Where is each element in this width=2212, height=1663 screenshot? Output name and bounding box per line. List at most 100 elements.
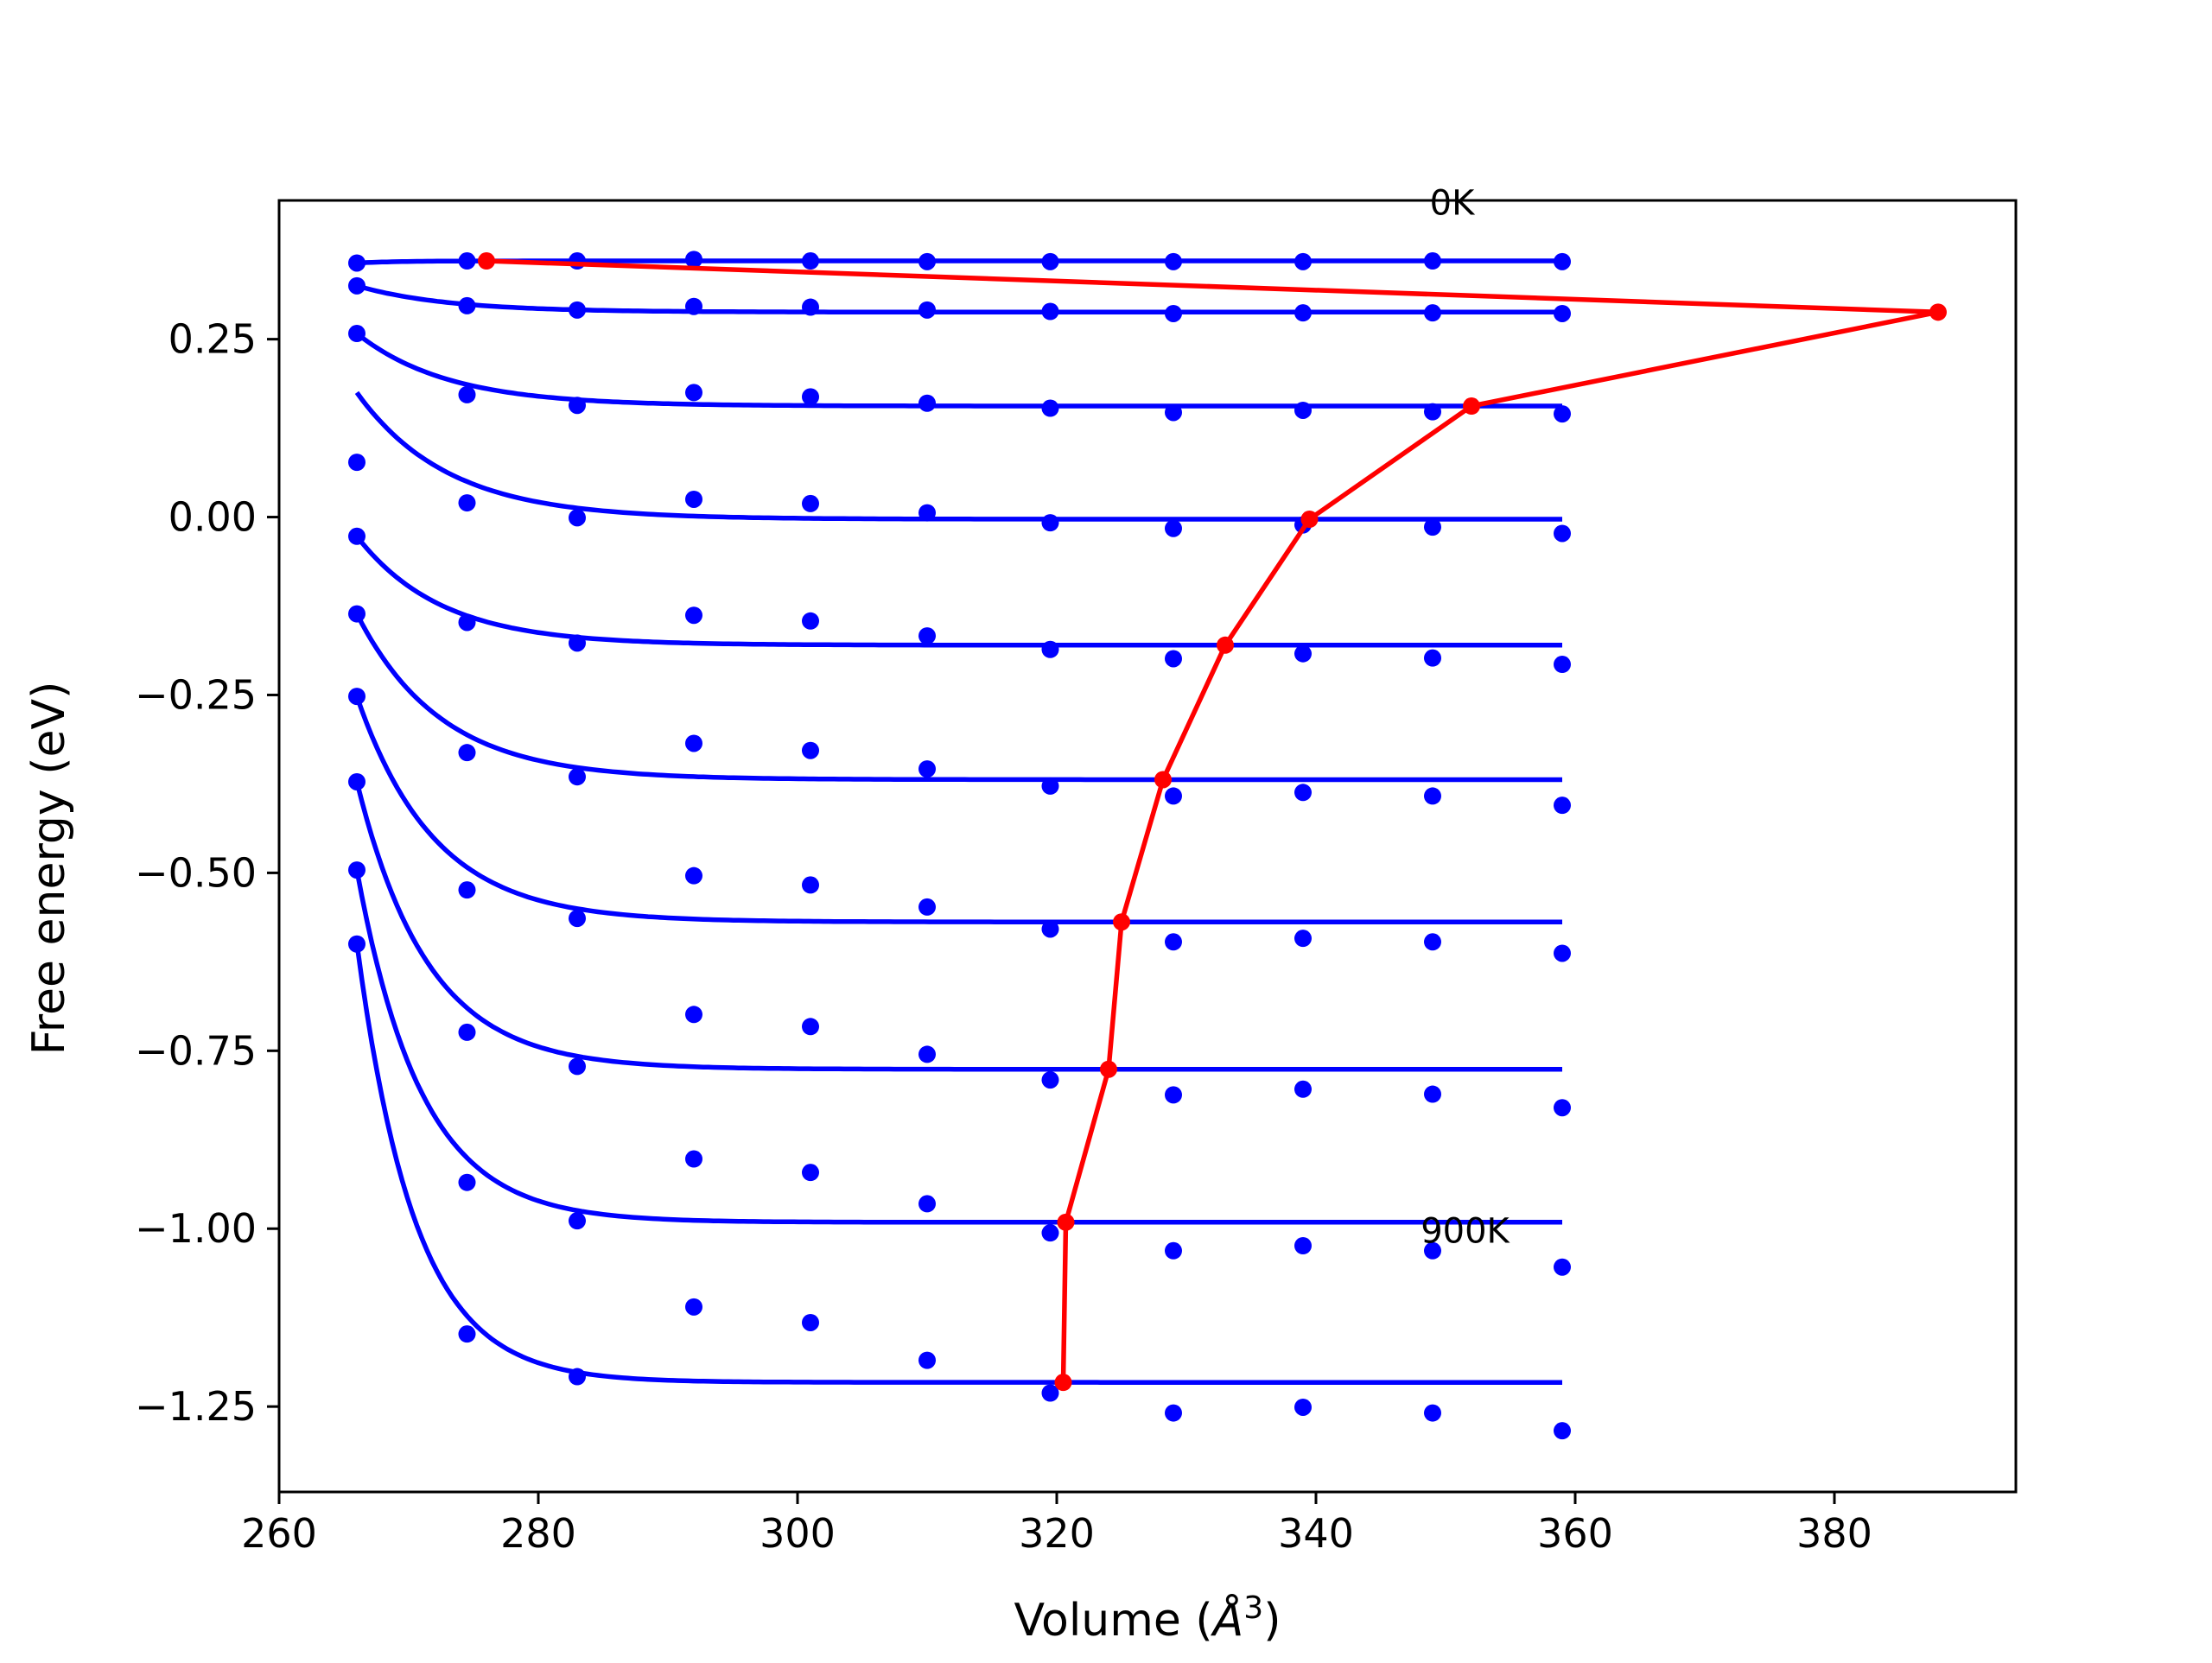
data-point-4-8: [1294, 644, 1312, 663]
data-point-1-7: [1165, 304, 1182, 322]
x-tick-label-4: 340: [1278, 1510, 1354, 1557]
data-point-5-5: [918, 760, 936, 778]
fit-curve-5: [354, 613, 1562, 783]
data-point-4-9: [1424, 649, 1441, 667]
equilibrium-point-7: [1100, 1060, 1117, 1078]
data-point-6-6: [1041, 920, 1059, 938]
annotation-0: 0K: [1430, 183, 1476, 223]
data-point-1-6: [1041, 302, 1059, 321]
data-point-3-4: [802, 494, 819, 512]
plot-frame: [277, 199, 2018, 1494]
data-point-6-2: [569, 910, 586, 928]
fit-curve-8: [354, 869, 1562, 1225]
data-point-1-1: [458, 296, 476, 314]
data-point-9-1: [458, 1325, 476, 1343]
data-point-5-1: [458, 744, 476, 762]
data-point-8-0: [348, 861, 365, 879]
data-point-9-3: [685, 1298, 702, 1316]
data-point-0-7: [1165, 252, 1182, 270]
data-point-9-7: [1165, 1404, 1182, 1422]
data-point-4-3: [685, 606, 702, 625]
data-point-1-0: [348, 276, 365, 295]
data-point-7-5: [918, 1045, 936, 1063]
data-point-6-0: [348, 688, 365, 706]
data-point-6-8: [1294, 930, 1312, 948]
data-point-7-3: [685, 1006, 702, 1024]
data-point-4-4: [802, 612, 819, 630]
x-tick-label-2: 300: [760, 1510, 836, 1557]
data-point-8-6: [1041, 1224, 1059, 1242]
y-tick-label-4: −0.75: [135, 1027, 257, 1074]
data-point-9-10: [1554, 1422, 1571, 1440]
data-point-6-10: [1554, 944, 1571, 962]
data-point-8-8: [1294, 1237, 1312, 1255]
equilibrium-point-8: [1057, 1213, 1075, 1231]
y-tick-label-6: −1.25: [135, 1383, 257, 1430]
data-point-6-5: [918, 898, 936, 916]
data-point-3-6: [1041, 514, 1059, 532]
data-point-3-9: [1424, 518, 1441, 536]
data-point-2-10: [1554, 405, 1571, 423]
equilibrium-point-0: [478, 252, 495, 270]
data-point-0-1: [458, 252, 476, 270]
y-axis-label: Free energy (eV): [23, 682, 75, 1056]
data-point-6-4: [802, 876, 819, 894]
data-point-1-4: [802, 298, 819, 316]
data-point-0-6: [1041, 252, 1059, 270]
data-point-8-4: [802, 1164, 819, 1182]
data-point-8-9: [1424, 1241, 1441, 1260]
data-point-7-1: [458, 1023, 476, 1041]
data-point-2-8: [1294, 401, 1312, 419]
x-tick-label-5: 360: [1537, 1510, 1613, 1557]
data-point-7-2: [569, 1057, 586, 1076]
data-point-0-0: [348, 254, 365, 272]
y-tick-label-0: 0.25: [168, 316, 257, 363]
y-tick-label-3: −0.50: [135, 849, 257, 896]
x-tick-label-3: 320: [1019, 1510, 1095, 1557]
data-point-2-4: [802, 388, 819, 406]
data-point-8-7: [1165, 1241, 1182, 1260]
x-axis-label: Volume (Å3): [1014, 1590, 1281, 1647]
data-point-9-9: [1424, 1404, 1441, 1422]
data-point-8-2: [569, 1212, 586, 1230]
data-point-0-10: [1554, 252, 1571, 270]
data-point-1-2: [569, 301, 586, 319]
data-point-2-3: [685, 384, 702, 402]
data-point-2-7: [1165, 403, 1182, 422]
data-point-0-4: [802, 252, 819, 270]
equilibrium-point-4: [1217, 636, 1234, 654]
fit-curve-3: [354, 390, 1562, 522]
fit-curve-1: [356, 283, 1562, 315]
axis-labels: Volume (Å3) Free energy (eV): [23, 682, 1281, 1647]
data-point-9-4: [802, 1313, 819, 1331]
equilibrium-point-2: [1463, 397, 1480, 416]
data-point-1-10: [1554, 304, 1571, 322]
data-point-2-6: [1041, 399, 1059, 417]
equilibrium-point-1: [1929, 303, 1947, 321]
fit-curve-7: [354, 781, 1562, 1072]
equilibrium-point-9: [1054, 1374, 1072, 1392]
data-point-0-5: [918, 252, 936, 270]
fit-curve-9: [354, 943, 1562, 1385]
data-point-9-5: [918, 1351, 936, 1369]
data-point-9-0: [348, 935, 365, 953]
data-point-7-9: [1424, 1085, 1441, 1103]
data-point-7-8: [1294, 1080, 1312, 1098]
data-point-8-1: [458, 1173, 476, 1191]
data-point-9-6: [1041, 1384, 1059, 1402]
y-tick-label-5: −1.00: [135, 1205, 257, 1252]
equilibrium-point-6: [1113, 913, 1130, 931]
data-point-4-2: [569, 634, 586, 652]
data-point-2-2: [569, 397, 586, 415]
fit-curve-0: [356, 258, 1562, 266]
data-point-3-2: [569, 509, 586, 527]
plot-marks: 0K 900K: [348, 183, 1947, 1440]
data-point-4-10: [1554, 656, 1571, 674]
data-point-2-5: [918, 394, 936, 412]
data-point-5-9: [1424, 787, 1441, 805]
data-point-3-0: [348, 454, 365, 472]
fit-curve-4: [354, 535, 1562, 648]
data-point-8-3: [685, 1150, 702, 1168]
